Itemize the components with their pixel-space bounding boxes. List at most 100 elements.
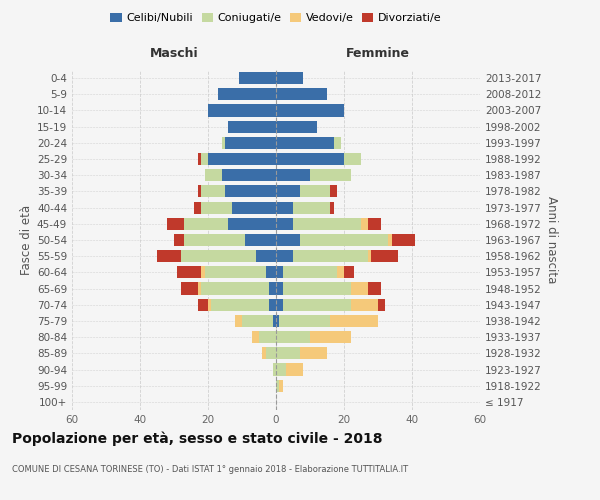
Bar	[252, 331, 259, 343]
Bar	[239, 72, 276, 84]
Bar	[331, 186, 337, 198]
Bar	[198, 153, 201, 165]
Bar	[266, 266, 276, 278]
Bar	[229, 120, 276, 132]
Bar	[276, 250, 293, 262]
Bar	[174, 234, 184, 246]
Bar	[368, 250, 371, 262]
Bar	[272, 364, 276, 376]
Text: Popolazione per età, sesso e stato civile - 2018: Popolazione per età, sesso e stato civil…	[12, 431, 383, 446]
Bar	[262, 348, 266, 360]
Text: Femmine: Femmine	[346, 48, 410, 60]
Bar	[276, 282, 283, 294]
Bar	[344, 153, 361, 165]
Bar	[368, 282, 382, 294]
Bar	[371, 250, 398, 262]
Bar	[361, 218, 368, 230]
Bar	[334, 137, 341, 149]
Bar	[266, 348, 276, 360]
Bar	[331, 202, 334, 213]
Bar	[276, 331, 310, 343]
Bar	[201, 153, 208, 165]
Bar	[178, 266, 201, 278]
Bar	[201, 282, 269, 294]
Y-axis label: Anni di nascita: Anni di nascita	[545, 196, 558, 284]
Bar	[221, 137, 225, 149]
Bar	[276, 72, 303, 84]
Bar	[269, 298, 276, 311]
Bar	[337, 266, 344, 278]
Bar	[300, 234, 388, 246]
Bar	[256, 250, 276, 262]
Bar	[300, 348, 327, 360]
Bar	[276, 298, 283, 311]
Text: COMUNE DI CESANA TORINESE (TO) - Dati ISTAT 1° gennaio 2018 - Elaborazione TUTTI: COMUNE DI CESANA TORINESE (TO) - Dati IS…	[12, 466, 408, 474]
Bar	[283, 282, 351, 294]
Bar	[283, 266, 337, 278]
Bar	[351, 282, 368, 294]
Bar	[184, 234, 245, 246]
Bar	[392, 234, 415, 246]
Bar	[259, 331, 276, 343]
Bar	[300, 186, 331, 198]
Bar	[272, 315, 276, 327]
Bar	[344, 266, 354, 278]
Bar	[280, 315, 331, 327]
Bar	[181, 282, 198, 294]
Bar	[276, 315, 280, 327]
Bar	[201, 266, 205, 278]
Bar	[276, 218, 293, 230]
Bar	[242, 315, 272, 327]
Bar	[208, 298, 211, 311]
Bar	[276, 88, 327, 101]
Bar	[208, 153, 276, 165]
Bar	[388, 234, 392, 246]
Bar	[293, 218, 361, 230]
Bar	[221, 169, 276, 181]
Bar	[232, 202, 276, 213]
Bar	[286, 364, 303, 376]
Bar	[208, 104, 276, 117]
Bar	[276, 137, 334, 149]
Bar	[331, 315, 378, 327]
Bar	[235, 315, 242, 327]
Legend: Celibi/Nubili, Coniugati/e, Vedovi/e, Divorziati/e: Celibi/Nubili, Coniugati/e, Vedovi/e, Di…	[106, 8, 446, 28]
Bar	[205, 169, 221, 181]
Bar	[276, 234, 300, 246]
Bar	[276, 202, 293, 213]
Bar	[194, 202, 201, 213]
Bar	[245, 234, 276, 246]
Bar	[229, 218, 276, 230]
Bar	[280, 380, 283, 392]
Bar	[225, 137, 276, 149]
Bar	[211, 298, 269, 311]
Bar	[276, 186, 300, 198]
Bar	[167, 218, 184, 230]
Bar	[181, 250, 256, 262]
Bar	[276, 153, 344, 165]
Bar	[310, 331, 351, 343]
Bar	[283, 298, 351, 311]
Y-axis label: Fasce di età: Fasce di età	[20, 205, 33, 275]
Bar	[293, 202, 331, 213]
Bar	[351, 298, 378, 311]
Bar	[198, 282, 201, 294]
Bar	[276, 266, 283, 278]
Bar	[368, 218, 382, 230]
Bar	[218, 88, 276, 101]
Bar	[378, 298, 385, 311]
Bar	[269, 282, 276, 294]
Bar	[205, 266, 266, 278]
Bar	[225, 186, 276, 198]
Bar	[276, 120, 317, 132]
Bar	[201, 186, 225, 198]
Bar	[184, 218, 229, 230]
Bar	[201, 202, 232, 213]
Bar	[276, 104, 344, 117]
Bar	[198, 186, 201, 198]
Bar	[276, 364, 286, 376]
Bar	[157, 250, 181, 262]
Bar	[198, 298, 208, 311]
Bar	[310, 169, 351, 181]
Bar	[276, 380, 280, 392]
